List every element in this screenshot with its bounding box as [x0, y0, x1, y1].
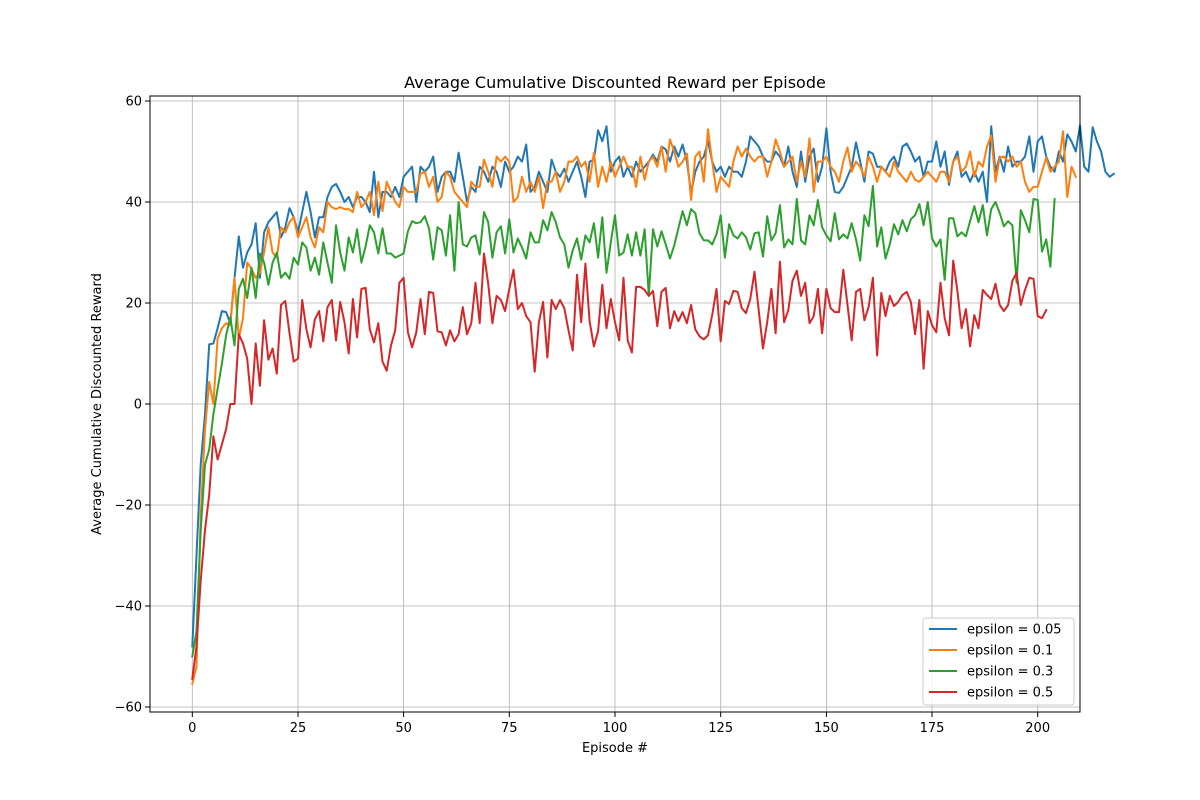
x-tick-label: 25	[290, 721, 307, 736]
y-tick-label: 0	[134, 398, 142, 413]
series-line-1	[191, 128, 1078, 685]
legend-box	[922, 617, 1075, 706]
x-tick-label: 100	[603, 721, 628, 736]
legend-entry-label: epsilon = 0.1	[967, 644, 1053, 659]
x-tick-label: 0	[188, 721, 196, 736]
y-tick-label: −60	[115, 701, 142, 716]
x-tick-label: 50	[395, 721, 412, 736]
x-tick-label: 75	[501, 721, 518, 736]
legend-entry-label: epsilon = 0.3	[967, 665, 1053, 680]
y-tick-label: −20	[115, 499, 142, 514]
x-tick-label: 125	[708, 721, 733, 736]
y-tick-label: −40	[115, 600, 142, 615]
y-axis-label: Average Cumulative Discounted Reward	[90, 273, 105, 535]
legend-entry-label: epsilon = 0.5	[967, 686, 1053, 701]
y-tick-label: 20	[125, 297, 142, 312]
y-tick-label: 60	[125, 95, 142, 110]
x-tick-label: 175	[920, 721, 945, 736]
series-line-2	[191, 184, 1056, 658]
x-tick-label: 150	[814, 721, 839, 736]
legend: epsilon = 0.05 epsilon = 0.1 epsilon = 0.3…	[922, 617, 1075, 706]
y-tick-label: 40	[125, 196, 142, 211]
legend-entry-label: epsilon = 0.05	[967, 623, 1062, 638]
chart-title: Average Cumulative Discounted Reward per…	[404, 73, 826, 92]
axis-ticks: 0 25 50 75 100 125 150 175 200 −60 −40 −20 0 20 40 60	[115, 95, 1051, 737]
series-line-3	[191, 252, 1048, 680]
x-axis-label: Episode #	[582, 741, 648, 756]
grid-lines	[150, 96, 1080, 712]
x-tick-label: 200	[1025, 721, 1050, 736]
series-lines	[191, 124, 1116, 685]
